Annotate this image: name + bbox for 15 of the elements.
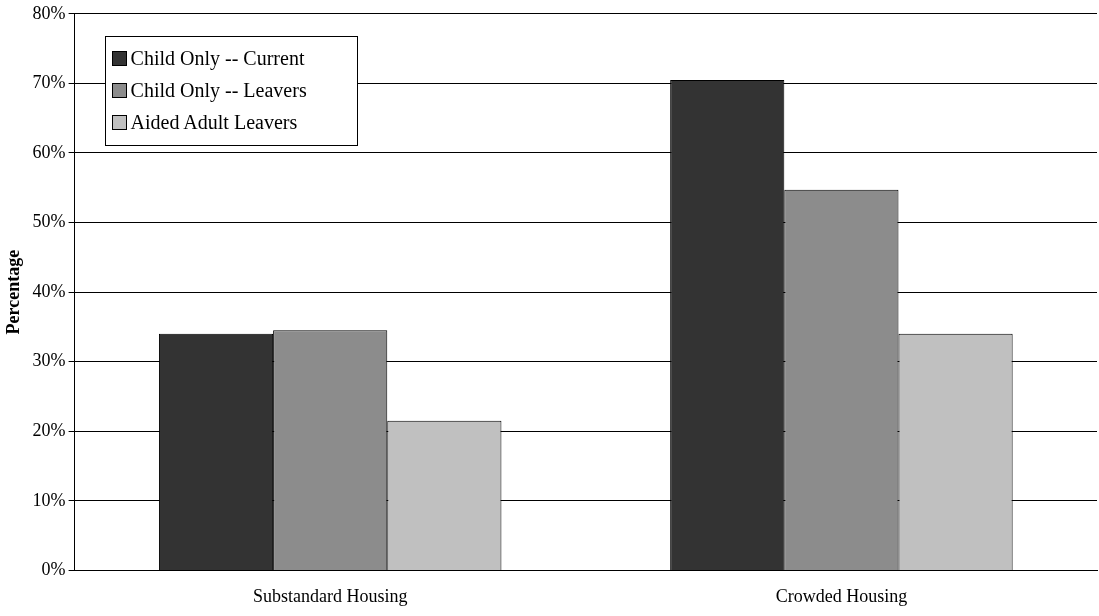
legend-label: Child Only -- Current xyxy=(130,47,305,71)
x-tick-label: Crowded Housing xyxy=(775,585,908,606)
y-tick-label: 40% xyxy=(32,280,66,301)
y-tick-label: 60% xyxy=(32,141,66,162)
y-tick-label: 80% xyxy=(32,2,66,23)
legend-label: Child Only -- Leavers xyxy=(130,79,307,103)
y-tick-label: 20% xyxy=(32,419,66,440)
y-tick-label: 70% xyxy=(32,72,66,93)
legend-label: Aided Adult Leavers xyxy=(130,111,298,135)
y-tick-label: 50% xyxy=(32,211,66,232)
y-tick-label: 30% xyxy=(32,350,66,371)
y-axis-title: Percentage xyxy=(3,249,24,335)
y-tick-label: 0% xyxy=(41,559,66,580)
x-tick-label: Substandard Housing xyxy=(252,585,408,606)
y-tick-label: 10% xyxy=(32,489,66,510)
